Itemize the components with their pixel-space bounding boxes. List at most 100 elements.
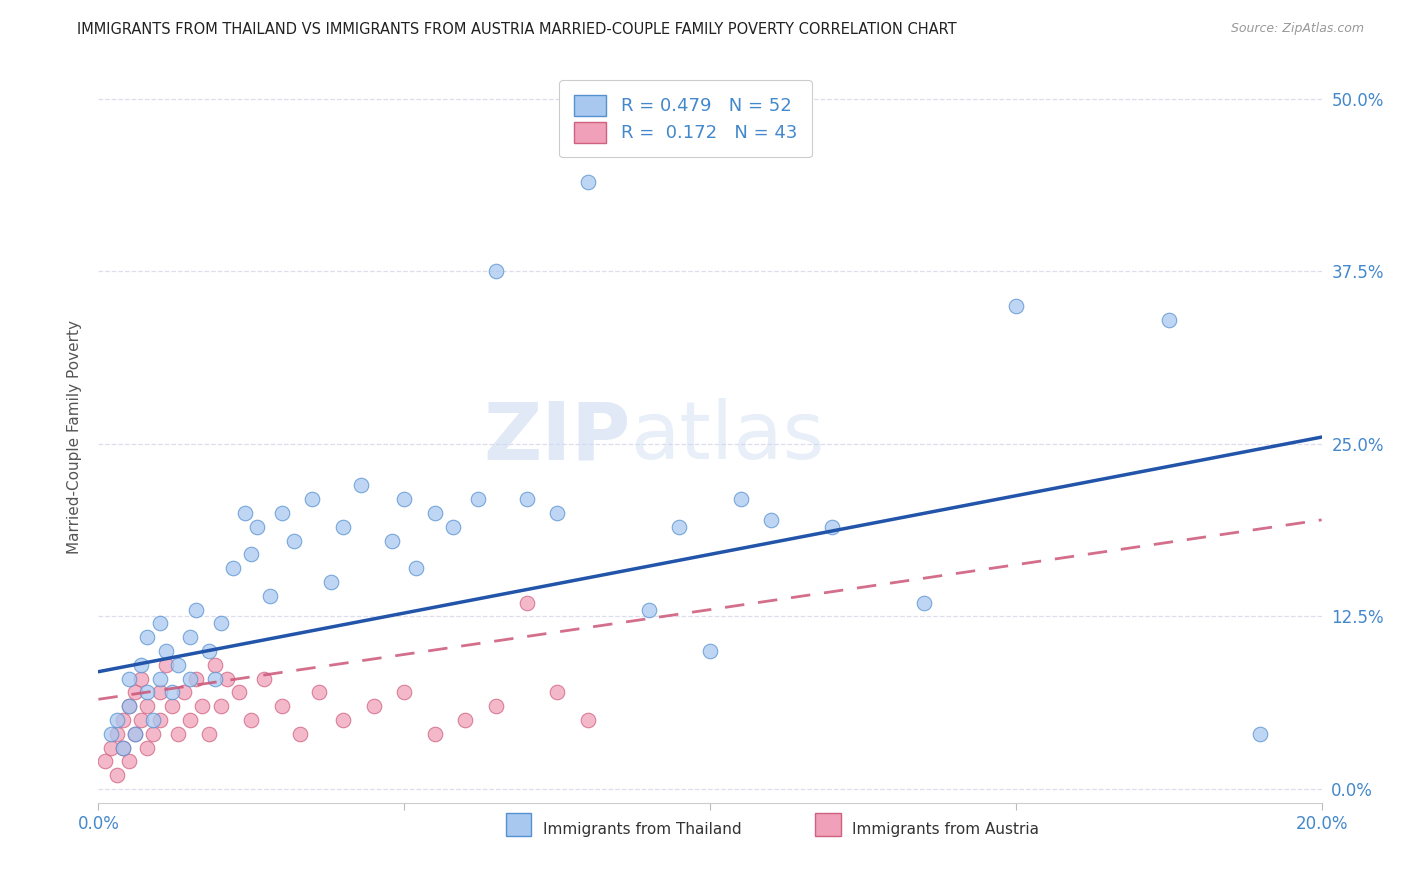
Point [179,630,201,644]
Point [186,672,208,686]
Point [699,644,721,658]
Point [454,713,477,727]
Point [228,685,250,699]
Point [423,506,446,520]
Point [100,740,122,755]
Point [1157,312,1180,326]
Point [546,685,568,699]
Point [111,713,134,727]
Point [441,520,464,534]
Point [516,596,538,610]
Point [259,589,281,603]
Point [637,602,661,616]
Point [381,533,404,548]
Point [290,727,312,741]
Point [197,644,219,658]
Point [270,506,292,520]
Point [516,492,538,507]
Point [467,492,489,507]
Point [129,657,152,672]
Point [105,727,128,741]
Point [270,699,292,714]
Point [111,740,134,755]
Point [149,672,172,686]
Point [191,699,214,714]
Point [350,478,373,492]
Point [105,713,128,727]
Point [730,492,752,507]
Point [118,699,141,714]
Point [118,699,141,714]
Point [759,513,782,527]
Point [160,699,183,714]
Point [136,685,159,699]
Point [204,672,226,686]
Point [301,492,323,507]
Point [576,175,599,189]
Point [912,596,935,610]
Point [179,713,201,727]
Point [576,713,599,727]
Point [149,616,172,631]
Point [124,685,146,699]
Point [93,755,115,769]
Point [546,506,568,520]
Legend: R = 0.479   N = 52, R =  0.172   N = 43: R = 0.479 N = 52, R = 0.172 N = 43 [560,80,811,157]
Point [252,672,274,686]
Point [209,616,232,631]
Point [668,520,690,534]
Point [332,713,354,727]
Point [118,755,141,769]
Point [155,644,177,658]
Point [173,685,195,699]
Point [215,672,238,686]
Point [308,685,330,699]
Text: Source: ZipAtlas.com: Source: ZipAtlas.com [1230,22,1364,36]
Y-axis label: Married-Couple Family Poverty: Married-Couple Family Poverty [66,320,82,554]
Text: Immigrants from Austria: Immigrants from Austria [852,822,1039,837]
Text: atlas: atlas [630,398,825,476]
Point [155,657,177,672]
Point [423,727,446,741]
Point [392,685,416,699]
Point [246,520,269,534]
Point [100,727,122,741]
Point [1004,299,1026,313]
Point [167,657,190,672]
Text: ZIP: ZIP [484,398,630,476]
Point [363,699,385,714]
Point [485,264,508,278]
Point [149,685,172,699]
Point [332,520,354,534]
Point [136,740,159,755]
Point [222,561,245,575]
Text: Immigrants from Thailand: Immigrants from Thailand [543,822,741,837]
Point [1249,727,1271,741]
Point [240,713,263,727]
Point [105,768,128,782]
Point [240,548,263,562]
Point [179,672,201,686]
Point [209,699,232,714]
Point [142,713,165,727]
FancyBboxPatch shape [506,814,531,836]
Point [149,713,172,727]
Point [392,492,416,507]
Point [405,561,427,575]
Point [129,713,152,727]
Point [319,574,342,589]
Point [197,727,219,741]
Point [118,672,141,686]
Point [124,727,146,741]
Point [160,685,183,699]
FancyBboxPatch shape [815,814,841,836]
Point [167,727,190,741]
Point [142,727,165,741]
Point [124,727,146,741]
Point [136,630,159,644]
Point [186,602,208,616]
Point [204,657,226,672]
Point [136,699,159,714]
Point [233,506,256,520]
Point [283,533,305,548]
